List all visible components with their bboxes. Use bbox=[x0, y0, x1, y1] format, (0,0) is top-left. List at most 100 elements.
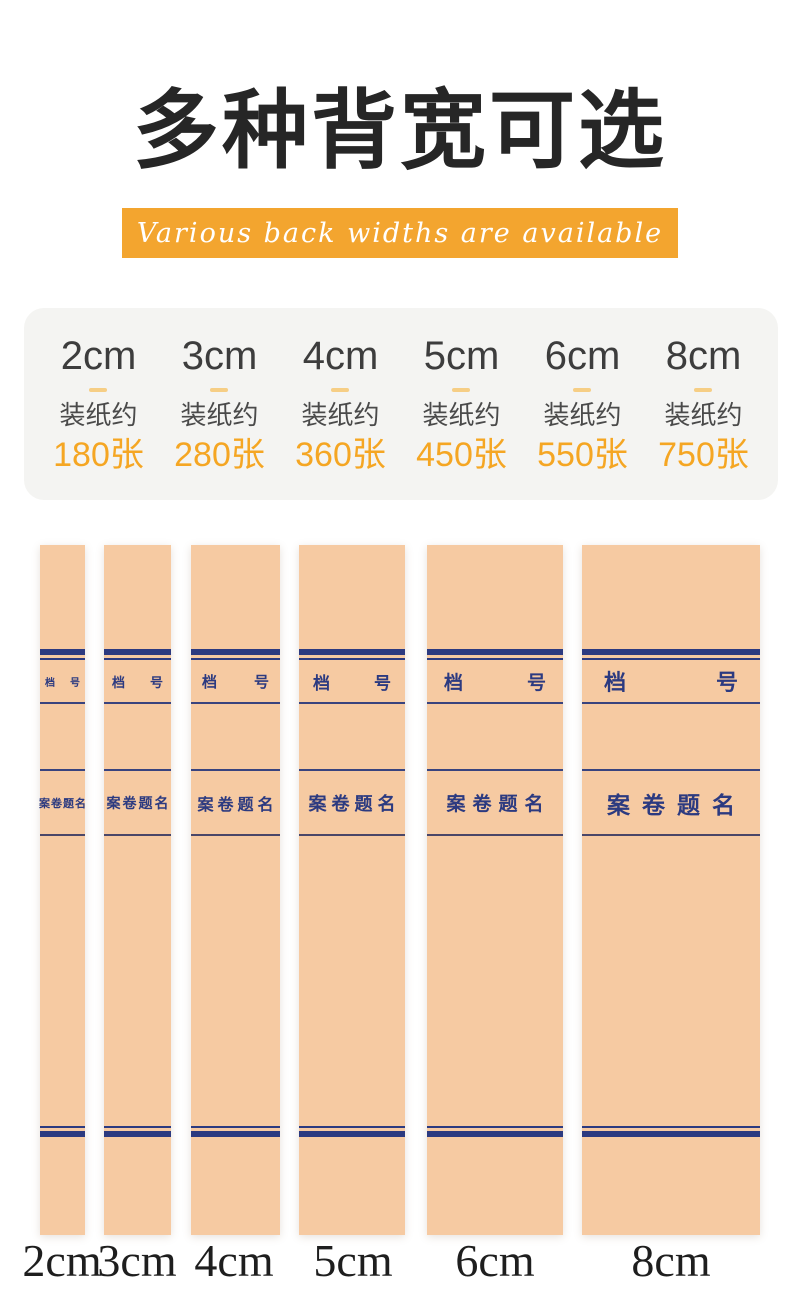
sheet-count: 360张 bbox=[295, 436, 386, 474]
file-number-label: 档 号 bbox=[104, 660, 171, 702]
divider-line bbox=[104, 1131, 171, 1137]
file-number-char-left: 档 bbox=[45, 677, 55, 689]
sheet-count: 280张 bbox=[174, 436, 265, 474]
divider-line bbox=[427, 834, 563, 836]
divider-line bbox=[299, 1131, 405, 1137]
file-number-char-left: 档 bbox=[112, 674, 126, 690]
spine-width-label: 3cm bbox=[97, 1235, 177, 1286]
divider-line bbox=[40, 658, 85, 660]
divider-line bbox=[427, 769, 563, 771]
accent-dash bbox=[331, 388, 350, 392]
spine-width-label: 2cm bbox=[22, 1235, 102, 1286]
size-value: 3cm bbox=[181, 334, 258, 378]
file-number-char-left: 档 bbox=[202, 673, 218, 691]
divider-line bbox=[582, 1126, 760, 1128]
size-column-4cm: 4cm 装纸约 360张 bbox=[295, 336, 386, 472]
divider-line bbox=[299, 649, 405, 655]
case-title-label: 案卷题名 bbox=[446, 794, 551, 815]
size-column-8cm: 8cm 装纸约 750张 bbox=[658, 336, 749, 472]
box-spine-2cm: 档 号 案卷题名 bbox=[39, 545, 87, 1235]
divider-line bbox=[582, 649, 760, 655]
file-number-label: 档 号 bbox=[191, 660, 280, 702]
capacity-label: 装纸约 bbox=[180, 400, 259, 430]
divider-line bbox=[299, 1126, 405, 1128]
divider-line bbox=[427, 649, 563, 655]
page-title: 多种背宽可选 bbox=[133, 83, 667, 179]
capacity-label: 装纸约 bbox=[301, 400, 380, 430]
accent-dash bbox=[694, 388, 713, 392]
divider-line bbox=[427, 702, 563, 704]
file-number-label: 档 号 bbox=[582, 660, 760, 702]
divider-line bbox=[299, 769, 405, 771]
file-number-char-right: 号 bbox=[253, 673, 269, 691]
accent-dash bbox=[452, 388, 471, 392]
size-capacity-card: 2cm 装纸约 180张 3cm 装纸约 280张 4cm 装纸约 360张 5… bbox=[24, 308, 778, 500]
case-title-label: 案卷题名 bbox=[39, 797, 87, 810]
sheet-count: 450张 bbox=[416, 436, 507, 474]
divider-line bbox=[427, 658, 563, 660]
divider-line bbox=[191, 834, 280, 836]
spine-width-label: 4cm bbox=[194, 1235, 274, 1286]
size-column-6cm: 6cm 装纸约 550张 bbox=[537, 336, 628, 472]
divider-line bbox=[191, 658, 280, 660]
file-number-char-right: 号 bbox=[374, 673, 391, 693]
sheet-count: 180张 bbox=[53, 436, 144, 474]
divider-line bbox=[104, 769, 171, 771]
size-value: 8cm bbox=[665, 334, 742, 378]
case-title-label: 案卷题名 bbox=[607, 791, 747, 818]
box-spine-3cm: 档 号 案卷题名 bbox=[104, 545, 171, 1235]
divider-line bbox=[191, 1131, 280, 1137]
spine-width-label: 6cm bbox=[455, 1235, 535, 1286]
case-title-label: 案卷题名 bbox=[106, 794, 171, 811]
spine-width-label: 8cm bbox=[631, 1235, 711, 1286]
divider-line bbox=[299, 702, 405, 704]
divider-line bbox=[582, 702, 760, 704]
divider-line bbox=[191, 649, 280, 655]
divider-line bbox=[427, 1126, 563, 1128]
size-column-3cm: 3cm 装纸约 280张 bbox=[174, 336, 265, 472]
divider-line bbox=[40, 769, 85, 771]
box-spine-6cm: 档 号 案卷题名 bbox=[427, 545, 563, 1235]
box-spine-5cm: 档 号 案卷题名 bbox=[299, 545, 405, 1235]
divider-line bbox=[191, 702, 280, 704]
file-number-char-left: 档 bbox=[444, 672, 464, 694]
file-number-char-left: 档 bbox=[313, 673, 330, 693]
divider-line bbox=[104, 658, 171, 660]
divider-line bbox=[582, 769, 760, 771]
divider-line bbox=[40, 834, 85, 836]
divider-line bbox=[104, 834, 171, 836]
divider-line bbox=[191, 1126, 280, 1128]
file-number-label: 档 号 bbox=[427, 660, 563, 702]
file-number-char-right: 号 bbox=[70, 677, 80, 689]
capacity-label: 装纸约 bbox=[543, 400, 622, 430]
sheet-count: 750张 bbox=[658, 436, 749, 474]
divider-line bbox=[582, 834, 760, 836]
divider-line bbox=[191, 769, 280, 771]
file-number-char-right: 号 bbox=[715, 670, 738, 695]
case-title-label: 案卷题名 bbox=[308, 793, 401, 814]
file-number-char-left: 档 bbox=[604, 670, 627, 695]
spine-width-label: 5cm bbox=[313, 1235, 393, 1286]
capacity-label: 装纸约 bbox=[59, 400, 138, 430]
size-value: 2cm bbox=[60, 334, 137, 378]
box-spine-4cm: 档 号 案卷题名 bbox=[191, 545, 280, 1235]
divider-line bbox=[104, 649, 171, 655]
capacity-label: 装纸约 bbox=[422, 400, 501, 430]
divider-line bbox=[104, 1126, 171, 1128]
box-spine-8cm: 档 号 案卷题名 bbox=[582, 545, 760, 1235]
capacity-label: 装纸约 bbox=[664, 400, 743, 430]
file-number-char-right: 号 bbox=[149, 674, 163, 690]
divider-line bbox=[40, 649, 85, 655]
subtitle-text: Various back widths are available bbox=[136, 217, 664, 249]
size-value: 6cm bbox=[544, 334, 621, 378]
divider-line bbox=[299, 834, 405, 836]
accent-dash bbox=[210, 388, 229, 392]
divider-line bbox=[582, 658, 760, 660]
case-title-label: 案卷题名 bbox=[197, 796, 278, 814]
divider-line bbox=[40, 1131, 85, 1137]
divider-line bbox=[40, 702, 85, 704]
subtitle-ribbon: Various back widths are available bbox=[122, 208, 678, 258]
divider-line bbox=[427, 1131, 563, 1137]
file-number-char-right: 号 bbox=[526, 672, 546, 694]
divider-line bbox=[40, 1126, 85, 1128]
